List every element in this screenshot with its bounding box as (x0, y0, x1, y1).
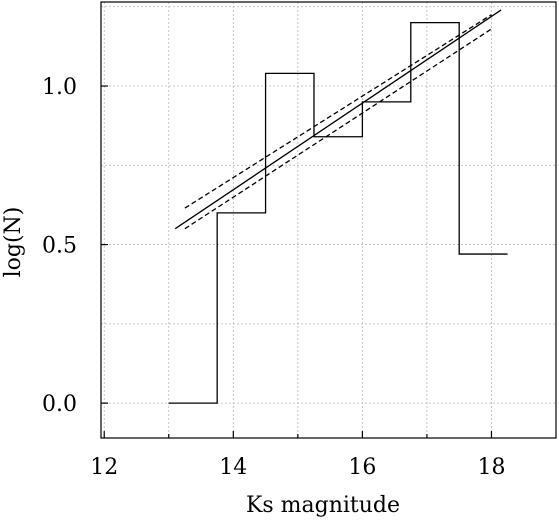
histogram-step-line (168, 21, 508, 404)
x-axis-title: Ks magnitude (246, 493, 400, 518)
tick-labels: 12 14 16 18 0.0 0.5 1.0 (42, 75, 505, 480)
y-tick-label: 1.0 (42, 75, 77, 100)
x-tick-label: 16 (348, 455, 376, 480)
x-tick-label: 12 (90, 455, 118, 480)
plot-frame (100, 1, 557, 439)
y-tick-label: 0.5 (42, 234, 77, 259)
y-tick-label: 0.0 (42, 392, 77, 417)
y-axis-title: log(N) (1, 207, 26, 278)
fit-upper-bound-line (184, 14, 492, 209)
fit-line (174, 9, 502, 230)
grid (101, 2, 556, 438)
fit-lower-bound-line (184, 28, 492, 230)
x-tick-label: 18 (477, 455, 505, 480)
x-tick-label: 14 (219, 455, 247, 480)
axes (100, 1, 557, 439)
series-layer (168, 9, 508, 404)
